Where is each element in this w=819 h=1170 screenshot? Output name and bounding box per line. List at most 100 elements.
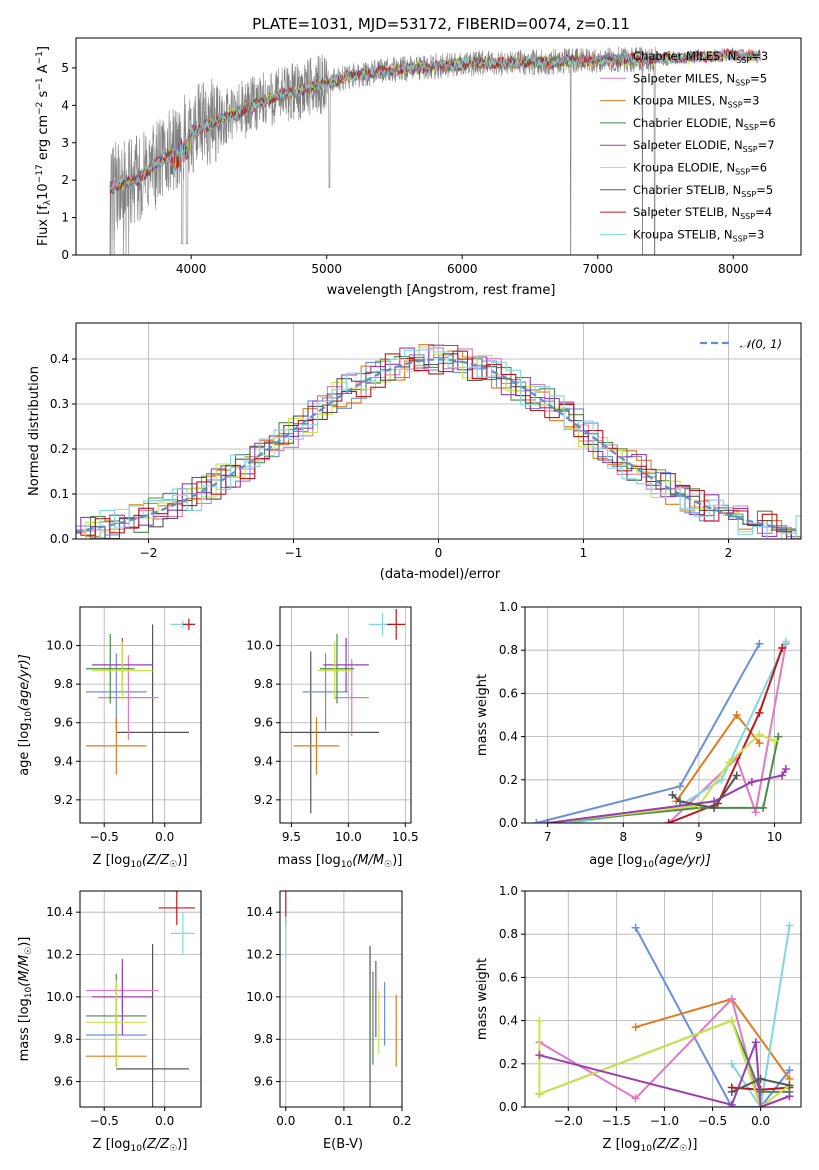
y-tick-label: 9.2 [54, 793, 73, 807]
x-tick-label: −2.0 [554, 1114, 583, 1128]
weight-marker-kroupa_stelib [727, 1059, 736, 1068]
weight-line-chabrier_stelib [671, 774, 738, 810]
mass-vs-ebv-panel: 0.0 0.1 0.2 9.6 9.8 10.0 10.2 10.4 E(B-V) [246, 890, 412, 1152]
y-tick-label: 1.0 [499, 600, 518, 614]
axes-frame [279, 606, 412, 824]
normal-curve [76, 358, 799, 533]
age-vs-metallicity-panel: −0.5 0.09.29.49.69.810.0 Z [log10(Z/Z☉)] … [17, 606, 202, 870]
y-tick-label: 1.0 [499, 884, 518, 898]
x-tick-label: 9 [695, 830, 703, 844]
weight-line-chabrier_elodie [547, 736, 780, 823]
weight-marker-salpeter_elodie [778, 771, 787, 780]
y-tick-label: 10.4 [246, 905, 273, 919]
y-tick-label: 1 [61, 211, 69, 225]
mass-vs-ebv-xlabel: E(B-V) [323, 1137, 363, 1152]
legend-entry-kroupa_elodie: Kroupa ELODIE, NSSP=6 [633, 161, 767, 177]
x-tick-label: 7 [544, 830, 552, 844]
x-tick-label: 10.0 [335, 830, 362, 844]
y-tick-label: 9.6 [254, 1075, 273, 1089]
weight-vs-metallicity-plot-area: −2.0 −1.5 −1.0 −0.5 0.0 0.0 0.2 0.4 0.6 0.8 1.0 [499, 884, 802, 1128]
weight-marker-kroupa_miles [732, 711, 741, 719]
axes-frame [75, 37, 802, 256]
y-tick-label: 9.8 [254, 1032, 273, 1046]
x-tick-label: 6000 [447, 262, 478, 276]
errorbar-chabrier_elodie [319, 634, 355, 704]
weight-marker-salpeter_stelib [664, 819, 673, 823]
weight-marker-chabrier_elodie [759, 803, 768, 812]
y-tick-label: 0.4 [50, 352, 69, 366]
x-tick-label: 8000 [718, 262, 749, 276]
x-tick-label: 10.5 [392, 830, 419, 844]
y-tick-label: 9.2 [254, 793, 273, 807]
legend-entry-chabrier_stelib: Chabrier STELIB, NSSP=5 [633, 183, 773, 199]
axes-frame [524, 606, 802, 824]
y-tick-label: 0.0 [50, 532, 69, 546]
errorbar-kroupa_miles [293, 716, 340, 775]
x-tick-label: 0.0 [751, 1114, 770, 1128]
legend-entry-kroupa_stelib: Kroupa STELIB, NSSP=3 [633, 227, 764, 243]
errorbar-salpeter_stelib [182, 618, 195, 631]
weight-marker-chabrier_miles [631, 923, 640, 932]
weight-marker-chabrier_stelib [710, 803, 719, 812]
axes-frame [524, 890, 802, 1108]
spectrum-legend: Chabrier MILES, NSSP=3 Salpeter MILES, NS… [600, 49, 776, 243]
x-tick-label: −0.5 [698, 1114, 727, 1128]
mass-vs-ebv-plot-area: 0.0 0.1 0.2 9.6 9.8 10.0 10.2 10.4 [246, 890, 412, 1128]
y-tick-label: 10.4 [46, 905, 73, 919]
x-tick-label: 0.0 [155, 1114, 174, 1128]
mass-vs-metallicity-panel: −0.5 0.0 9.6 9.8 10.0 10.2 10.4 Z [log10(Z/Z☉)… [17, 890, 202, 1154]
y-tick-label: 0.3 [50, 397, 69, 411]
normal-legend-label: 𝒩(0, 1) [740, 337, 782, 351]
y-tick-label: 9.6 [54, 1075, 73, 1089]
mass-vs-metallicity-plot-area: −0.5 0.0 9.6 9.8 10.0 10.2 10.4 [46, 890, 202, 1128]
errorbar-kroupa_elodie [86, 979, 147, 1065]
histogram-chabrier_stelib [76, 350, 801, 539]
plot-content [280, 608, 406, 814]
y-tick-label: 10.0 [46, 639, 73, 653]
weight-marker-salpeter_elodie [747, 777, 756, 786]
y-tick-label: 0 [61, 248, 69, 262]
y-tick-label: 10.2 [246, 948, 273, 962]
y-tick-label: 0.8 [499, 643, 518, 657]
errorbar-salpeter_elodie [323, 637, 369, 692]
weight-vs-age-plot-area: 7 8 9 10 0.0 0.2 0.4 0.6 0.8 1.0 [499, 600, 802, 844]
y-tick-label: 5 [61, 61, 69, 75]
errorbar-salpeter_stelib [158, 891, 195, 925]
plot-content [76, 344, 801, 539]
x-tick-label: 0 [435, 546, 443, 560]
weight-vs-metallicity-panel: −2.0 −1.5 −1.0 −0.5 0.0 0.0 0.2 0.4 0.6 0.8 1.0 Z … [475, 884, 802, 1154]
x-tick-label: −0.5 [90, 830, 119, 844]
residual-ylabel: Normed distribution [27, 366, 42, 496]
y-tick-label: 0.2 [50, 442, 69, 456]
weight-marker-chabrier_miles [532, 819, 541, 823]
x-tick-label: −1.5 [602, 1114, 631, 1128]
histogram-salpeter_stelib [76, 353, 801, 539]
y-tick-label: 0.6 [499, 686, 518, 700]
weight-marker-kroupa_miles [755, 739, 764, 748]
weight-marker-kroupa_elodie [535, 1090, 544, 1099]
errorbar-chabrier_stelib [116, 943, 189, 1107]
model-spectrum-chabrier_stelib [109, 46, 761, 195]
y-tick-label: 0.1 [50, 487, 69, 501]
weight-marker-kroupa_stelib [781, 637, 790, 646]
y-tick-label: 4 [61, 98, 69, 112]
x-tick-label: 0.1 [334, 1114, 353, 1128]
errorbar-salpeter_miles [334, 659, 369, 737]
weight-marker-kroupa_elodie [727, 1016, 736, 1025]
weight-marker-chabrier_stelib [732, 771, 741, 780]
y-tick-label: 9.8 [254, 677, 273, 691]
weight-marker-chabrier_stelib [668, 790, 677, 799]
errorbar-salpeter_miles [98, 655, 159, 741]
errorbar-kroupa_elodie [92, 641, 153, 700]
weight-vs-metallicity-ylabel: mass weight [475, 958, 490, 1040]
errorbar-kroupa_miles [86, 716, 147, 775]
residual-xlabel: (data-model)/error [380, 567, 501, 582]
x-tick-label: 0.0 [276, 1114, 295, 1128]
legend-entry-chabrier_elodie: Chabrier ELODIE, NSSP=6 [633, 116, 776, 132]
plot-content [535, 921, 794, 1107]
weight-marker-kroupa_miles [631, 1023, 640, 1032]
legend-entry-salpeter_miles: Salpeter MILES, NSSP=5 [633, 71, 767, 87]
x-tick-label: −1 [285, 546, 303, 560]
y-tick-label: 0.6 [499, 970, 518, 984]
y-tick-label: 0.8 [499, 927, 518, 941]
